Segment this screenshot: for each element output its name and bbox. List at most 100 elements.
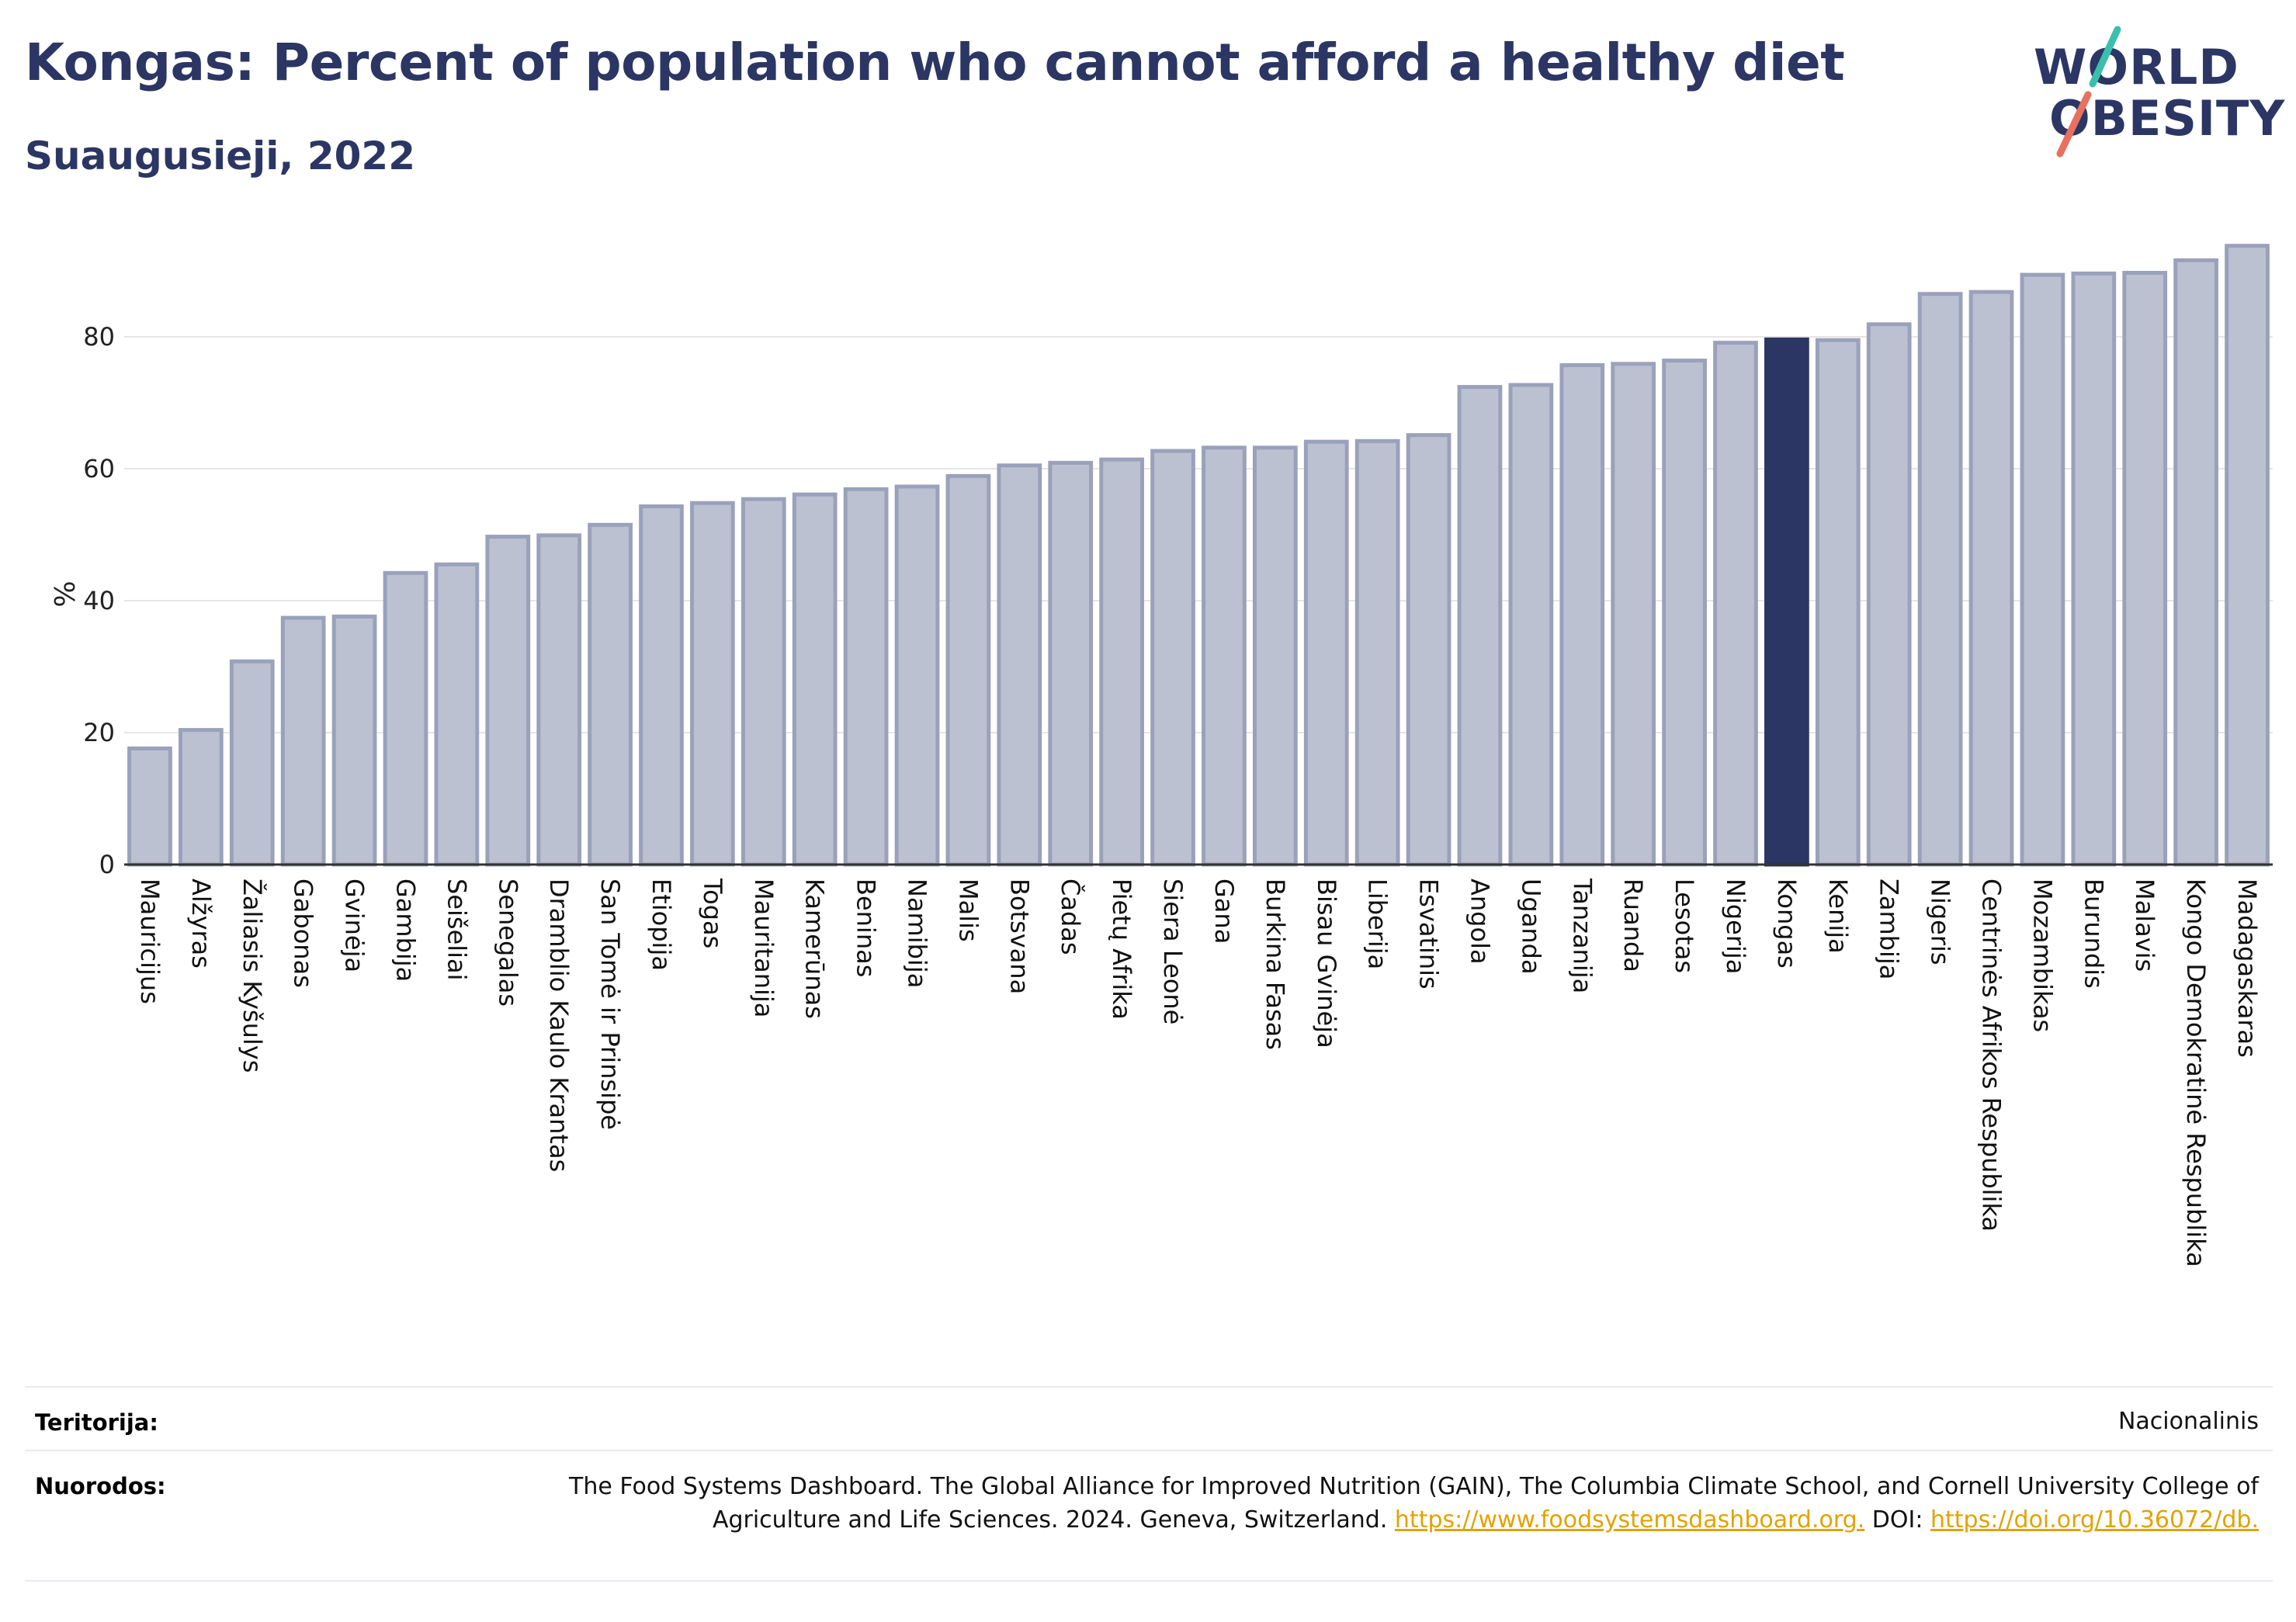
bar-chart: 0 20 40 60 80% Mauricijus Alžyras Žaliasis Kyšu… [47, 244, 2273, 1267]
y-tick-label: 20 [83, 718, 115, 747]
bar [1457, 385, 1503, 867]
world-obesity-logo: WORLD OBESITY [2018, 23, 2284, 163]
x-tick-label: Gana [1209, 879, 1239, 944]
bar [383, 570, 428, 867]
x-tick-label: Namibija [903, 879, 932, 988]
bar [690, 501, 735, 867]
bar [331, 614, 377, 867]
bar [127, 746, 172, 867]
bar [1559, 363, 1605, 867]
x-tick-label: Gabonas [289, 879, 318, 988]
x-tick-label: Zambija [1875, 879, 1904, 979]
dashboard-link[interactable]: https://www.foodsystemsdashboard.org. [1394, 1506, 1865, 1534]
x-tick-label: Mozambikas [2027, 879, 2057, 1032]
bar [1611, 362, 1656, 867]
y-axis-label: % [47, 581, 79, 607]
x-tick-label: Angola [1465, 879, 1494, 965]
x-tick-label: Centrinės Afrikos Respublika [1977, 879, 2006, 1232]
bar [2122, 271, 2168, 867]
x-tick-label: Nigerija [1721, 879, 1750, 974]
bar [792, 492, 838, 867]
x-tick-label: Gambija [390, 879, 420, 982]
y-tick-label: 40 [83, 586, 115, 615]
x-tick-label: Uganda [1516, 879, 1545, 975]
references-body: The Food Systems Dashboard. The Global A… [569, 1473, 2259, 1534]
bar [1354, 438, 1400, 867]
bar [1866, 322, 1912, 867]
bar [434, 562, 480, 867]
footer-divider [25, 1580, 2273, 1582]
bar [740, 497, 786, 867]
bar [2071, 271, 2117, 867]
x-tick-label: Liberija [1363, 879, 1393, 969]
bar [1968, 289, 2014, 867]
bar [997, 463, 1042, 867]
x-tick-label: Bisau Gvinėja [1312, 879, 1341, 1048]
bar [639, 504, 684, 867]
bar [1303, 439, 1349, 867]
bar-highlighted [1764, 337, 1809, 867]
x-tick-label: Kongas [1772, 879, 1802, 969]
x-tick-label: Madagaskaras [2232, 879, 2262, 1058]
territory-label: Teritorija: [35, 1409, 158, 1436]
bar [280, 615, 326, 867]
x-tick-label: Gvinėja [340, 879, 369, 972]
x-tick-label: Žaliasis Kyšulys [238, 879, 267, 1073]
references-text: The Food Systems Dashboard. The Global A… [473, 1470, 2259, 1537]
x-tick-label: Botsvana [1004, 879, 1034, 994]
bar [1048, 460, 1094, 867]
x-tick-label: Kenija [1823, 879, 1853, 954]
x-tick-label: Burundis [2079, 879, 2108, 989]
x-tick-label: Lesotas [1670, 879, 1699, 973]
x-tick-label: Siera Leonė [1158, 879, 1188, 1024]
y-tick-label: 60 [83, 454, 115, 483]
bar [588, 522, 633, 867]
x-tick-label: Togas [698, 878, 727, 948]
logo-line1: WORLD [2034, 39, 2239, 95]
bar [1508, 383, 1554, 867]
territory-value: Nacionalinis [2117, 1408, 2259, 1435]
x-tick-label: Burkina Fasas [1261, 879, 1290, 1050]
bar [945, 473, 991, 867]
bar [1713, 341, 1758, 867]
bar [2173, 258, 2219, 867]
bar [229, 659, 275, 867]
bar [536, 533, 582, 867]
footer-divider [25, 1386, 2273, 1388]
x-tick-label: Seišeliai [442, 879, 471, 981]
bar [178, 728, 224, 867]
x-tick-label: Mauritanija [749, 879, 779, 1017]
x-tick-label: Pietų Afrika [1107, 879, 1136, 1020]
x-tick-label: Dramblio Kaulo Krantas [544, 879, 574, 1172]
bar [1917, 292, 1963, 867]
x-tick-label: Beninas [851, 879, 881, 977]
x-tick-label: Tanzanija [1567, 878, 1597, 993]
bar [2020, 272, 2065, 867]
x-tick-label: Etiopija [647, 879, 676, 971]
x-tick-label: San Tomė ir Prinsipė [595, 879, 625, 1130]
bar [843, 487, 889, 867]
bar [1662, 359, 1707, 867]
bar [1150, 449, 1195, 867]
x-tick-label: Čadas [1056, 879, 1086, 955]
x-tick-label: Malavis [2130, 879, 2159, 972]
chart-title: Kongas: Percent of population who cannot… [25, 33, 1845, 92]
y-tick-label: 0 [99, 850, 115, 879]
x-tick-label: Esvatinis [1414, 879, 1444, 989]
x-tick-label: Senegalas [493, 879, 522, 1007]
bar [894, 484, 940, 867]
bar [485, 535, 531, 867]
bar [1406, 433, 1451, 867]
bar [1252, 445, 1298, 867]
bar [1099, 457, 1145, 867]
x-tick-label: Kongo Demokratinė Respublika [2181, 879, 2211, 1267]
bar [1815, 338, 1861, 867]
chart-subtitle: Suaugusieji, 2022 [25, 133, 415, 178]
doi-link[interactable]: https://doi.org/10.36072/db. [1930, 1506, 2259, 1534]
x-tick-label: Ruanda [1618, 879, 1648, 972]
x-tick-label: Nigeris [1926, 879, 1955, 965]
x-tick-label: Alžyras [186, 879, 216, 969]
y-tick-label: 80 [83, 322, 115, 352]
x-tick-label: Malis [953, 879, 983, 942]
x-tick-label: Kamerūnas [800, 879, 830, 1019]
